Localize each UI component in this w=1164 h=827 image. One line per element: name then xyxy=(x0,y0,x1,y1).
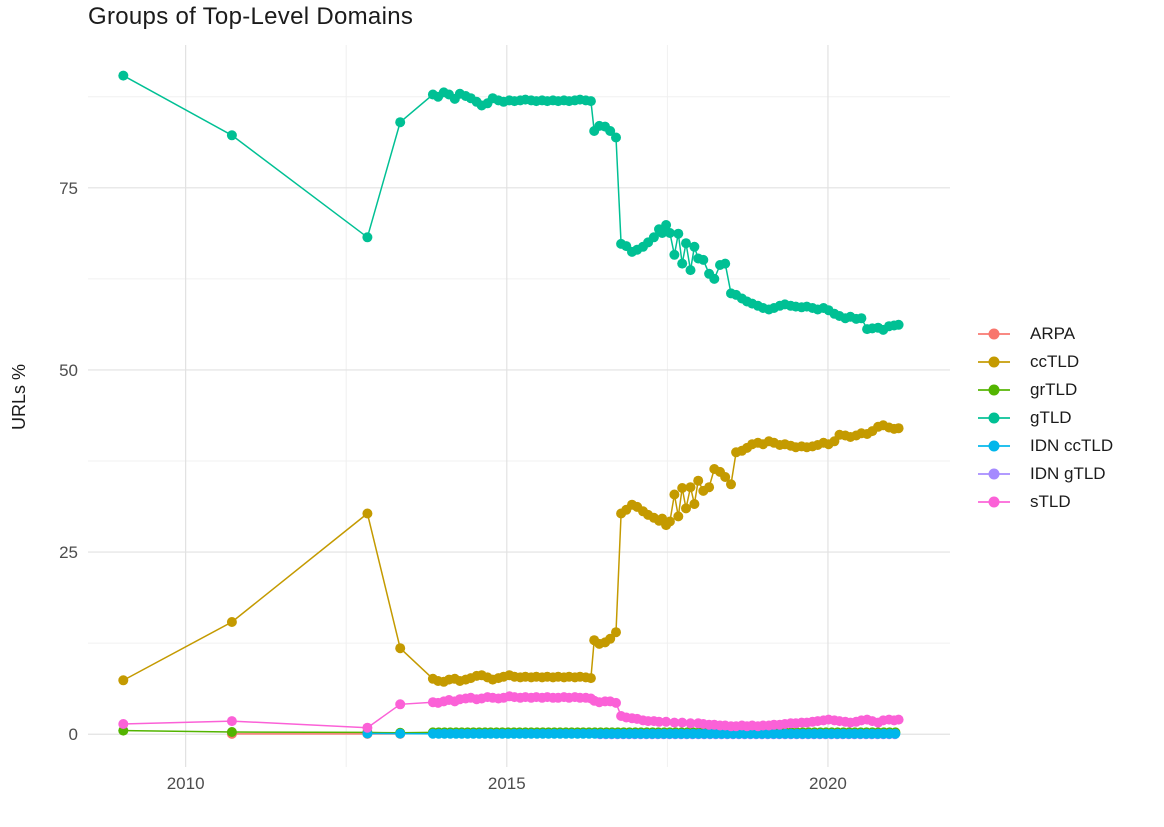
legend-key-icon xyxy=(978,328,1010,341)
legend-label-stld: sTLD xyxy=(1030,492,1071,511)
data-point-gtld xyxy=(709,273,720,284)
data-point-cctld xyxy=(611,627,621,638)
x-tick-label: 2015 xyxy=(488,774,526,793)
data-point-stld xyxy=(685,718,696,729)
legend-label-idn-cctld: IDN ccTLD xyxy=(1030,436,1114,455)
data-point-cctld xyxy=(689,499,700,509)
data-point-cctld xyxy=(118,675,129,686)
legend-key-icon xyxy=(978,468,1010,481)
legend-item-idn-cctld: IDN ccTLD xyxy=(978,432,1113,460)
data-point-cctld xyxy=(726,479,736,490)
y-tick-label: 0 xyxy=(69,725,78,744)
data-point-cctld xyxy=(673,511,684,522)
data-point-cctld xyxy=(669,489,680,500)
data-point-gtld xyxy=(856,313,867,324)
legend-item-gtld: gTLD xyxy=(978,404,1113,432)
legend-item-arpa: ARPA xyxy=(978,320,1113,348)
data-point-stld xyxy=(654,716,664,727)
data-point-gtld xyxy=(689,241,700,252)
legend-key-icon xyxy=(978,412,1010,425)
legend-label-gtld: gTLD xyxy=(1030,408,1072,427)
data-point-gtld xyxy=(673,228,684,239)
data-point-cctld xyxy=(395,643,406,654)
legend-label-cctld: ccTLD xyxy=(1030,352,1080,371)
data-point-cctld xyxy=(585,673,596,684)
data-point-gtld xyxy=(664,228,675,238)
y-tick-label: 75 xyxy=(59,179,78,198)
series-stld xyxy=(118,691,904,733)
data-point-idn-cctld xyxy=(890,728,901,739)
series-idn-cctld xyxy=(362,728,901,739)
legend-item-stld: sTLD xyxy=(978,488,1113,516)
data-point-stld xyxy=(611,697,621,708)
legend: ARPA ccTLD grTLD gTLD IDN ccTLD IDN gTLD sTLD xyxy=(978,320,1113,516)
data-point-cctld xyxy=(685,482,696,493)
data-point-gtld xyxy=(720,258,731,269)
legend-label-arpa: ARPA xyxy=(1030,324,1076,343)
legend-item-cctld: ccTLD xyxy=(978,348,1113,376)
series-line-gtld xyxy=(122,74,899,331)
data-point-gtld xyxy=(661,220,672,230)
data-point-gtld xyxy=(226,130,237,141)
legend-label-idn-gtld: IDN gTLD xyxy=(1030,464,1106,483)
data-point-gtld xyxy=(893,319,904,330)
legend-item-idn-gtld: IDN gTLD xyxy=(978,460,1113,488)
data-point-idn-cctld xyxy=(395,728,406,739)
data-point-stld xyxy=(661,716,672,727)
data-point-cctld xyxy=(605,633,616,644)
data-point-gtld xyxy=(685,265,696,276)
y-tick-label: 50 xyxy=(59,361,78,380)
data-point-stld xyxy=(118,719,129,729)
data-point-cctld xyxy=(226,617,237,627)
data-point-gtld xyxy=(648,232,659,243)
data-point-stld xyxy=(395,699,406,710)
data-point-gtld xyxy=(669,249,680,260)
data-point-gtld xyxy=(681,238,691,249)
data-point-stld xyxy=(226,716,237,727)
data-point-stld xyxy=(677,717,688,728)
data-point-gtld xyxy=(698,254,709,265)
data-point-cctld xyxy=(893,423,904,434)
y-axis-title: URLs % xyxy=(9,364,29,431)
data-point-gtld xyxy=(611,132,621,143)
data-point-cctld xyxy=(693,475,704,486)
legend-key-icon xyxy=(978,440,1010,453)
series-cctld xyxy=(118,420,904,687)
data-point-gtld xyxy=(605,126,616,136)
data-point-stld xyxy=(669,717,680,728)
y-tick-label: 25 xyxy=(59,543,78,562)
x-tick-label: 2020 xyxy=(809,774,847,793)
data-point-gtld xyxy=(362,232,373,243)
chart-title: Groups of Top-Level Domains xyxy=(88,3,414,30)
legend-label-grtld: grTLD xyxy=(1030,380,1078,399)
legend-key-icon xyxy=(978,384,1010,397)
series-gtld xyxy=(118,70,904,335)
data-point-gtld xyxy=(657,228,668,238)
data-point-cctld xyxy=(677,483,688,493)
data-point-grtld xyxy=(226,727,237,737)
legend-key-icon xyxy=(978,496,1010,509)
data-point-gtld xyxy=(585,96,596,107)
data-point-stld xyxy=(362,722,373,733)
x-tick-label: 2010 xyxy=(167,774,205,793)
data-point-cctld xyxy=(720,472,731,482)
data-point-gtld xyxy=(677,258,688,269)
data-point-cctld xyxy=(362,508,373,519)
data-point-cctld xyxy=(704,482,715,493)
data-point-gtld xyxy=(395,117,406,128)
legend-key-icon xyxy=(978,356,1010,369)
data-point-cctld xyxy=(681,503,691,514)
data-point-gtld xyxy=(118,70,129,81)
data-point-cctld xyxy=(664,516,675,527)
data-point-stld xyxy=(893,714,904,725)
legend-item-grtld: grTLD xyxy=(978,376,1113,404)
